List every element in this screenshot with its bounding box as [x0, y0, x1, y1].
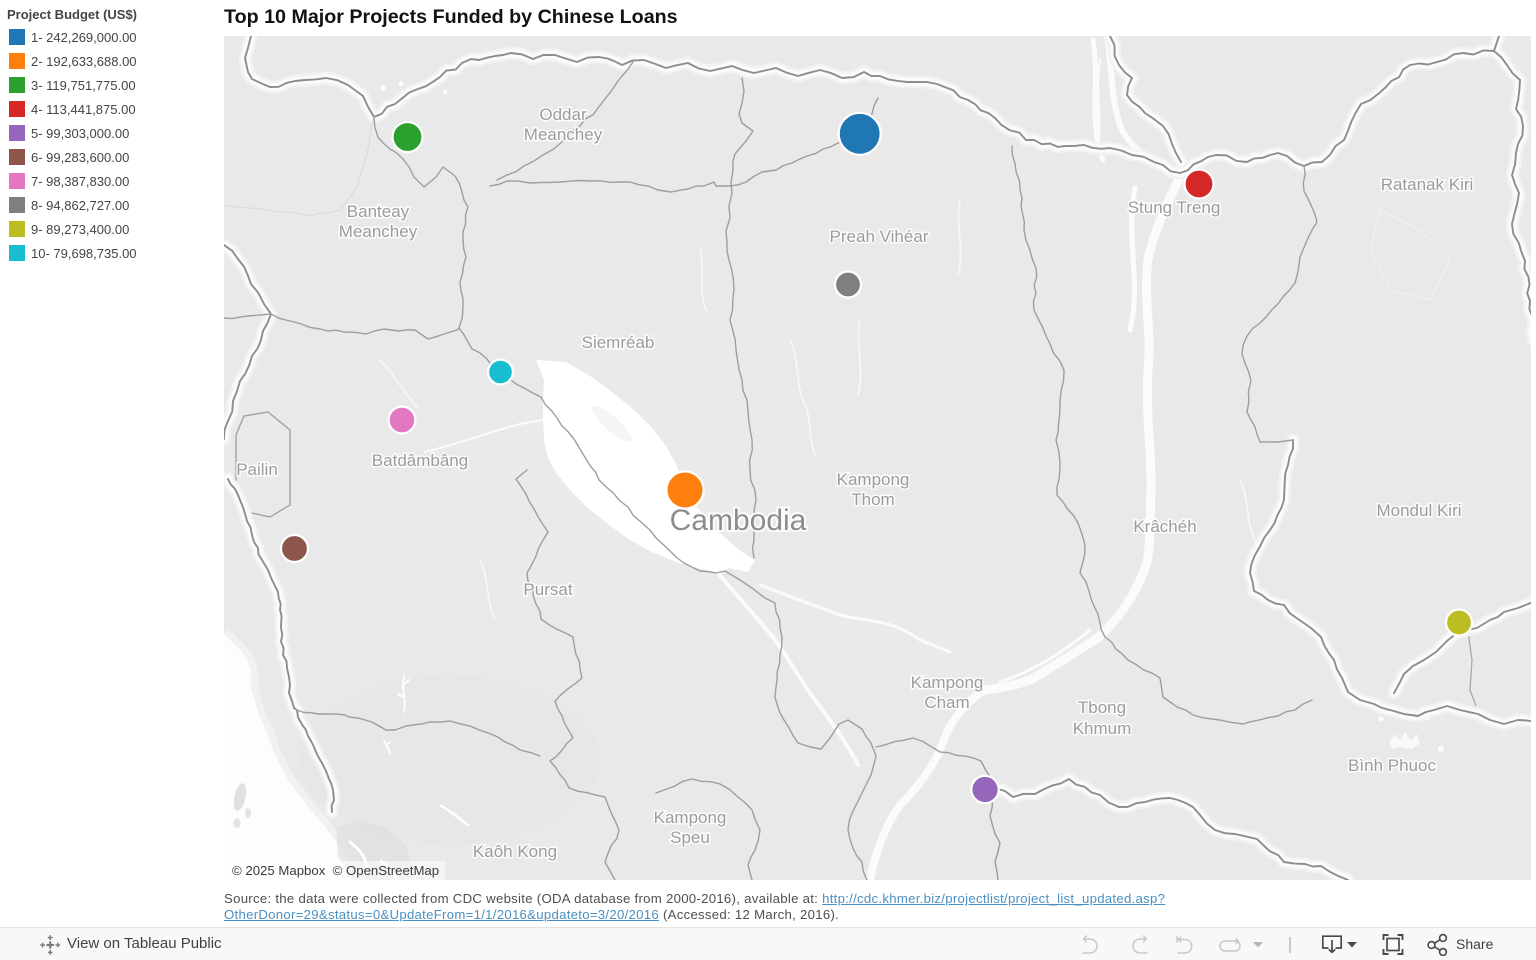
svg-text:Speu: Speu [670, 828, 710, 847]
svg-text:Krâchéh: Krâchéh [1133, 517, 1196, 536]
svg-text:Oddar: Oddar [539, 105, 587, 124]
svg-text:Siemréab: Siemréab [582, 333, 655, 352]
svg-text:Thom: Thom [851, 490, 894, 509]
svg-text:Meanchey: Meanchey [524, 125, 603, 144]
svg-text:Cham: Cham [924, 693, 969, 712]
svg-text:Preah Vihéar: Preah Vihéar [830, 227, 929, 246]
svg-text:Batdâmbâng: Batdâmbâng [372, 451, 468, 470]
svg-text:Meanchey: Meanchey [339, 222, 418, 241]
svg-text:Kampong: Kampong [837, 470, 910, 489]
svg-text:Bình Phuoc: Bình Phuoc [1348, 756, 1436, 775]
svg-text:Khmum: Khmum [1073, 719, 1132, 738]
svg-text:Kaôh Kong: Kaôh Kong [473, 842, 557, 861]
svg-text:Ratanak Kiri: Ratanak Kiri [1381, 175, 1474, 194]
svg-text:Stung Treng: Stung Treng [1128, 198, 1221, 217]
svg-text:Tbong: Tbong [1078, 698, 1126, 717]
svg-text:Banteay: Banteay [347, 202, 410, 221]
svg-text:Kampong: Kampong [654, 808, 727, 827]
svg-text:Mondul Kiri: Mondul Kiri [1376, 501, 1461, 520]
svg-text:Kampong: Kampong [911, 673, 984, 692]
svg-text:Pailin: Pailin [236, 460, 278, 479]
svg-text:Pursat: Pursat [523, 580, 572, 599]
